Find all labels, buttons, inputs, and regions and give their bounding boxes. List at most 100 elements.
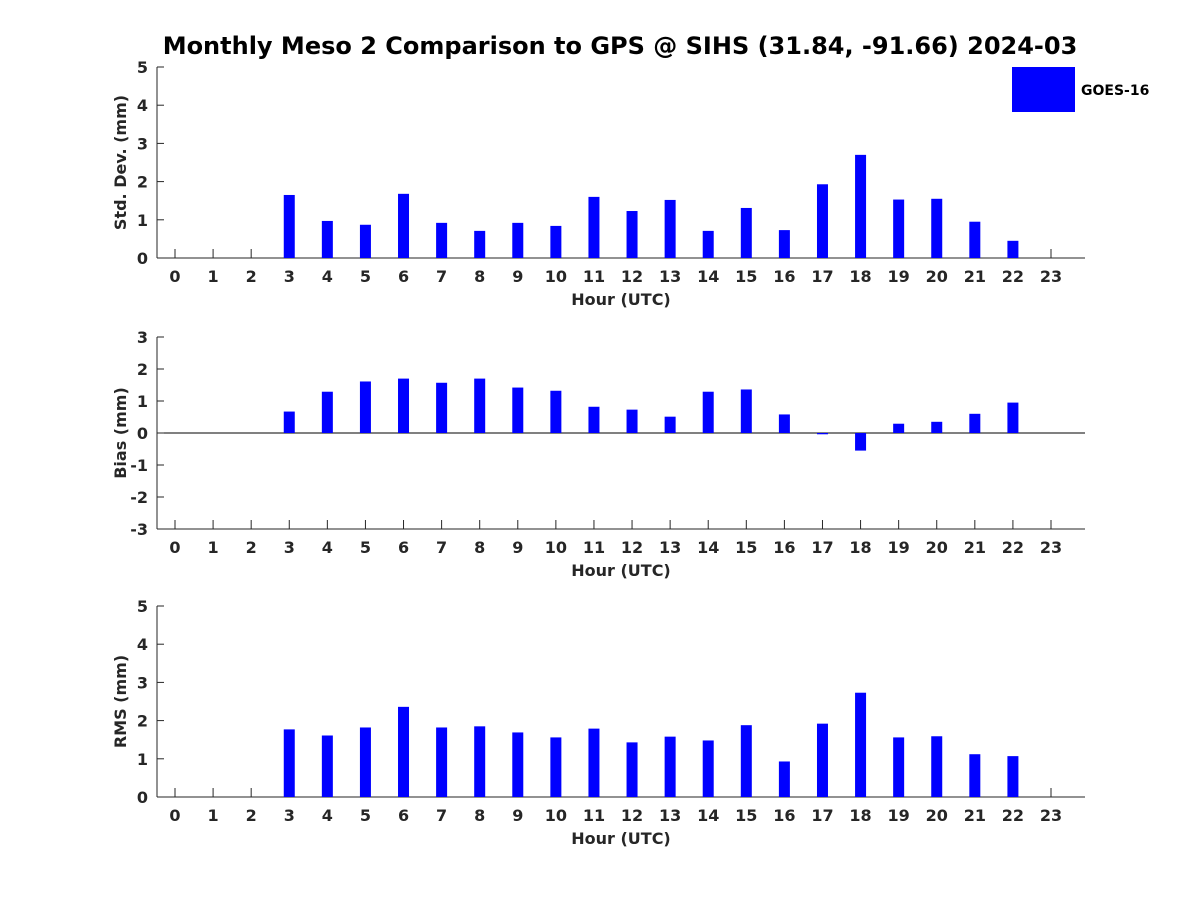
bar [778,761,790,797]
bar [855,154,867,258]
bar [398,378,410,433]
x-tick-label: 8 [474,806,485,825]
bar [855,433,867,451]
y-axis-label: RMS (mm) [111,655,130,748]
x-tick-label: 2 [246,806,257,825]
y-tick-label: 2 [137,712,148,731]
x-tick-label: 7 [436,806,447,825]
bar [626,211,638,258]
x-tick-label: 13 [659,806,681,825]
bar [740,207,752,258]
x-tick-label: 20 [926,538,948,557]
bar [359,381,371,433]
bar [664,199,676,258]
bar [969,221,981,258]
bar [1007,402,1019,433]
x-tick-label: 13 [659,538,681,557]
bar [740,725,752,797]
bar [893,199,905,258]
bar [931,736,943,797]
bar [550,390,562,433]
bar [474,230,486,258]
x-tick-label: 16 [773,806,795,825]
x-tick-label: 22 [1002,806,1024,825]
bar [626,409,638,433]
bar [398,193,410,258]
bar [436,222,448,258]
bar [436,727,448,797]
bar [588,196,600,258]
bar [398,706,410,797]
x-tick-label: 15 [735,806,757,825]
x-tick-label: 17 [811,267,833,286]
bar [283,729,295,797]
y-tick-label: 3 [137,328,148,347]
y-tick-label: -1 [130,456,148,475]
x-tick-label: 14 [697,538,719,557]
y-tick-label: -3 [130,520,148,539]
x-axis-label: Hour (UTC) [571,829,671,848]
x-tick-label: 11 [583,806,605,825]
x-tick-label: 16 [773,538,795,557]
bar [321,391,333,433]
bar [512,222,524,258]
x-axis-label: Hour (UTC) [571,561,671,580]
bar [664,736,676,797]
y-tick-label: 4 [137,96,148,115]
x-tick-label: 9 [512,538,523,557]
x-tick-label: 0 [169,538,180,557]
bar [550,225,562,258]
y-tick-label: 2 [137,360,148,379]
x-tick-label: 5 [360,806,371,825]
bar [512,732,524,797]
bar [664,416,676,433]
x-tick-label: 21 [964,267,986,286]
bar [740,389,752,433]
bar [893,737,905,797]
x-tick-label: 12 [621,267,643,286]
bar [512,387,524,433]
y-axis-label: Bias (mm) [111,387,130,479]
x-tick-label: 13 [659,267,681,286]
bar [816,433,828,435]
x-tick-label: 1 [208,267,219,286]
bar [283,194,295,258]
y-tick-label: 1 [137,750,148,769]
y-tick-label: 0 [137,249,148,268]
x-tick-label: 5 [360,538,371,557]
y-tick-label: 2 [137,173,148,192]
x-tick-label: 19 [888,267,910,286]
x-tick-label: 19 [888,806,910,825]
x-tick-label: 6 [398,538,409,557]
x-tick-label: 20 [926,806,948,825]
x-tick-label: 10 [545,267,567,286]
bar [816,184,828,258]
x-tick-label: 17 [811,538,833,557]
bar [816,723,828,797]
x-tick-label: 9 [512,806,523,825]
bar [1007,756,1019,797]
legend-label-goes-16: GOES-16 [1081,83,1149,99]
bar [588,728,600,797]
x-tick-label: 20 [926,267,948,286]
x-tick-label: 11 [583,267,605,286]
bar [321,220,333,258]
x-tick-label: 18 [849,538,871,557]
bar [474,378,486,433]
x-axis-label: Hour (UTC) [571,290,671,309]
bar [778,414,790,433]
bar [321,735,333,797]
x-tick-label: 12 [621,806,643,825]
x-tick-label: 21 [964,538,986,557]
x-tick-label: 1 [208,538,219,557]
bar [855,692,867,797]
x-tick-label: 17 [811,806,833,825]
x-tick-label: 8 [474,267,485,286]
y-tick-label: 0 [137,788,148,807]
x-tick-label: 6 [398,267,409,286]
x-tick-label: 19 [888,538,910,557]
x-tick-label: 7 [436,538,447,557]
x-tick-label: 0 [169,806,180,825]
